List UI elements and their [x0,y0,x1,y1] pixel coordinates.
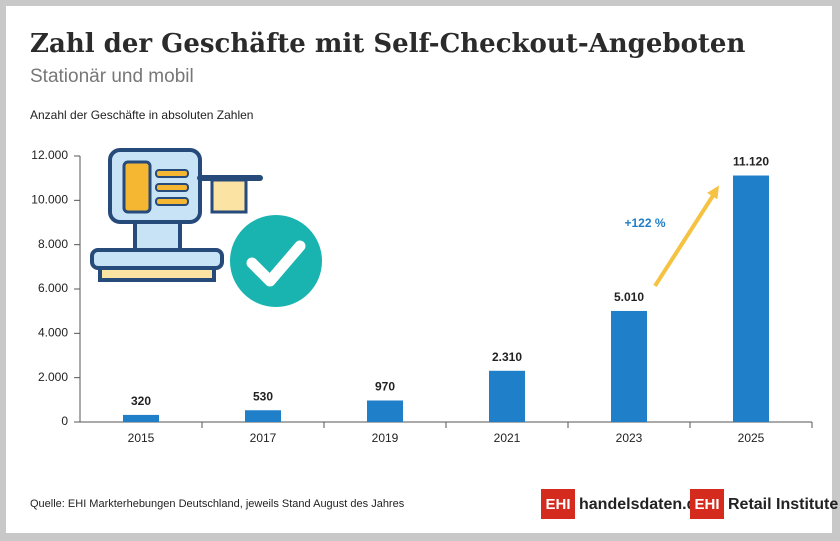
x-tick-label: 2021 [494,431,521,445]
y-tick-label: 6.000 [38,281,68,295]
value-label: 2.310 [492,350,522,364]
chart-subtitle: Stationär und mobil [30,66,194,87]
chart-title: Zahl der Geschäfte mit Self-Checkout-Ang… [30,29,745,59]
bar [367,400,403,422]
y-tick-label: 4.000 [38,326,68,340]
value-label: 530 [253,389,273,403]
source-note: Quelle: EHI Markterhebungen Deutschland,… [30,498,405,510]
growth-arrow [653,191,717,288]
growth-arrowhead [707,185,719,200]
y-tick-label: 12.000 [31,148,68,162]
y-tick-label: 8.000 [38,237,68,251]
x-tick-label: 2019 [372,431,399,445]
value-label: 320 [131,394,151,408]
bar [489,370,525,422]
logo-badge-text: EHI [694,496,719,513]
x-tick-label: 2017 [250,431,277,445]
y-tick-label: 2.000 [38,370,68,384]
logo-badge [541,489,575,519]
logo-badge [690,489,724,519]
x-tick-label: 2015 [128,431,155,445]
bar [123,414,159,422]
bar [245,410,281,422]
value-label: 11.120 [733,155,769,169]
logo-text: Retail Institute [728,496,838,513]
logo-text: handelsdaten.de [579,496,705,513]
value-label: 5.010 [614,290,644,304]
bar [611,310,647,422]
checkout-icon [90,148,322,307]
logo-badge-text: EHI [545,496,570,513]
y-tick-label: 0 [61,414,68,428]
y-axis-label: Anzahl der Geschäfte in absoluten Zahlen [30,108,253,122]
value-label: 970 [375,380,395,394]
bar [733,175,769,422]
y-tick-label: 10.000 [31,193,68,207]
x-tick-label: 2023 [616,431,643,445]
x-tick-label: 2025 [738,431,765,445]
annotation: +122 % [624,216,665,230]
